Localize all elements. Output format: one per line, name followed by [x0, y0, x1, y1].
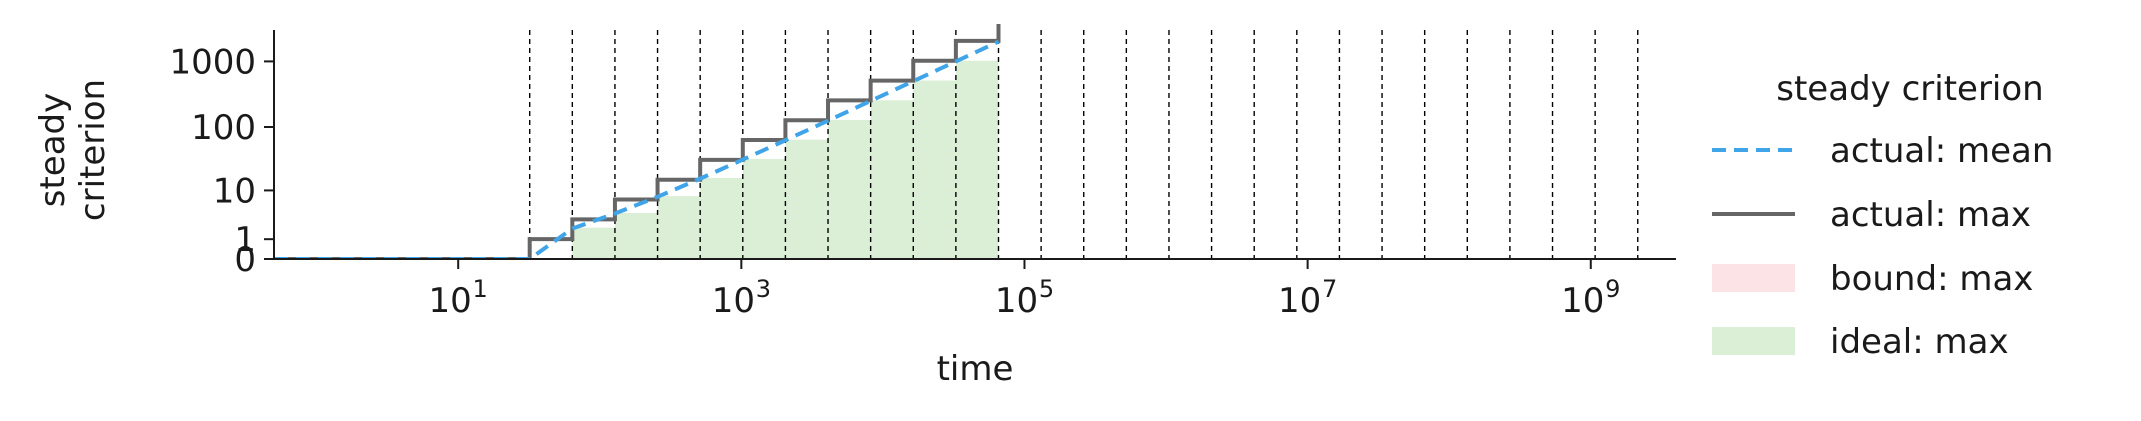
y-tick-label: 1000: [169, 42, 256, 82]
ideal-max-area: [529, 40, 999, 259]
x-tick-exponent: 5: [1039, 275, 1054, 303]
vline-layer: [529, 30, 1639, 259]
x-tick-label: 10: [995, 281, 1038, 321]
y-ticks: 01 10 100 1000: [169, 42, 274, 280]
x-tick-label: 10: [1278, 281, 1321, 321]
legend-swatch-bound-max: [1712, 264, 1795, 292]
x-tick-exponent: 7: [1322, 275, 1337, 303]
legend-swatch-ideal-max: [1712, 327, 1795, 355]
axes-layer: [273, 30, 1676, 260]
x-axis-label: time: [937, 349, 1014, 389]
fill-layer: [529, 40, 999, 259]
x-tick-label: 10: [1561, 281, 1604, 321]
legend-title: steady criterion: [1776, 69, 2043, 109]
y-tick-label: 10: [213, 171, 256, 211]
legend-label-actual-mean: actual: mean: [1830, 131, 2053, 171]
x-tick-label: 10: [712, 281, 755, 321]
x-tick-exponent: 3: [756, 275, 771, 303]
actual-max-line: [274, 24, 1001, 259]
y-tick-label: 1: [234, 220, 256, 260]
x-tick-label: 10: [429, 281, 472, 321]
actual-mean-line: [274, 39, 1000, 259]
x-tick-exponent: 1: [473, 275, 488, 303]
y-tick-label: 0: [234, 240, 256, 280]
x-tick-exponent: 9: [1605, 275, 1620, 303]
legend: steady criterion actual: mean actual: max…: [1712, 69, 2053, 362]
y-axis-label-line1: steady: [33, 93, 73, 208]
y-axis-label-line2: criterion: [73, 79, 113, 221]
series-layer: [274, 24, 1001, 259]
legend-label-ideal-max: ideal: max: [1830, 322, 2009, 362]
legend-label-bound-max: bound: max: [1830, 259, 2033, 299]
legend-label-actual-max: actual: max: [1830, 195, 2031, 235]
x-ticks: 10 1 10 3 10 5 10 7 10 9: [429, 259, 1620, 321]
y-tick-label: 100: [191, 108, 256, 148]
